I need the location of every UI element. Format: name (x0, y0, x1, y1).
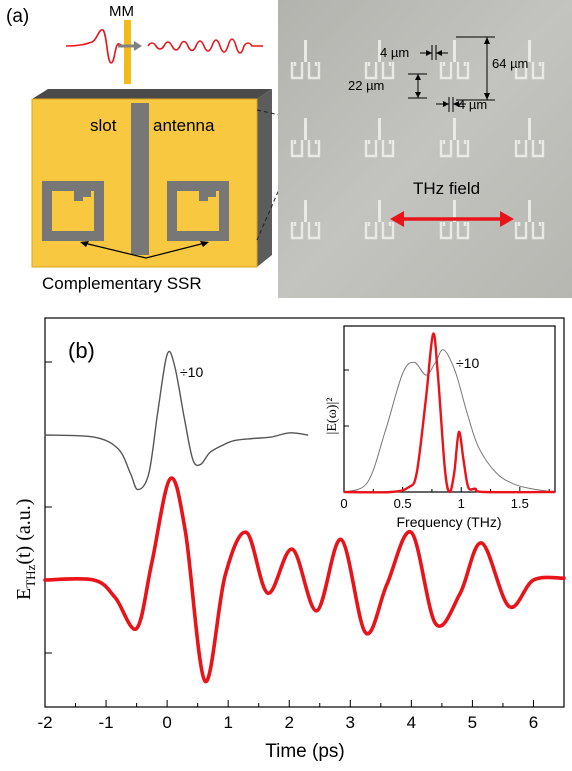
micrograph (278, 0, 572, 298)
inset-y-label: |E(ω)|² (325, 398, 340, 435)
inset-x-tick-label: 1 (458, 496, 465, 511)
main-series (43, 350, 566, 684)
panel-a-label: (a) (6, 6, 29, 27)
input-pulse (65, 29, 131, 64)
dim-width-bottom: 4 µm (458, 97, 487, 112)
panel-b-label: (b) (68, 338, 95, 363)
inset-x-label: Frequency (THz) (396, 514, 501, 530)
main-x-tick-label: 4 (407, 713, 416, 732)
mm-arrowhead (134, 41, 142, 51)
ssr-pointer-head-right (200, 241, 209, 247)
mm-label: MM (109, 3, 134, 20)
main-x-tick-label: 2 (285, 713, 294, 732)
thz-field-arrowhead-right (500, 211, 514, 227)
main-x-tick-label: 5 (468, 713, 477, 732)
ssr-left (42, 181, 104, 241)
main-x-ticks (44, 700, 534, 707)
block-top-face (32, 89, 272, 99)
ssr-caption: Complementary SSR (42, 274, 202, 293)
dim-height: 64 µm (492, 56, 528, 71)
slot-antenna (131, 103, 149, 255)
block-side-face (257, 89, 272, 267)
main-plot-frame (44, 317, 565, 708)
ssr-pointer-head-left (80, 241, 89, 247)
inset-scale-note: ÷10 (456, 355, 479, 371)
slot-label: slot (90, 116, 117, 135)
thz-field-label: THz field (413, 179, 480, 198)
dimension-arrowheads (415, 37, 490, 107)
inset-series (343, 332, 556, 494)
main-x-label: Time (ps) (265, 741, 345, 762)
main-scale-note: ÷10 (180, 364, 203, 380)
main-x-tick-label: 6 (529, 713, 538, 732)
output-pulse (147, 38, 263, 54)
main-x-tick-label: 0 (162, 713, 171, 732)
main-x-tick-label: -1 (98, 713, 113, 732)
main-y-label-sub: THz (23, 564, 38, 587)
main-series-line (43, 476, 566, 684)
main-series-line (44, 350, 309, 491)
inset-x-tick-labels: 0 0.5 1 1.5 (340, 496, 528, 511)
ssr-right (167, 181, 229, 241)
main-y-label: ETHz(t) (a.u.) (13, 499, 38, 600)
ssr-left-tab (82, 181, 91, 197)
inset-x-tick-label: 0.5 (394, 496, 412, 511)
ssr-right-tab (207, 181, 216, 197)
main-x-tick-labels: -2 -1 0 1 2 3 4 5 6 (37, 713, 538, 732)
main-x-tick-label: 1 (223, 713, 232, 732)
ssr-pointer-arrows (83, 242, 206, 259)
main-y-label-rest: (t) (a.u.) (13, 499, 35, 565)
inset-series-line (343, 349, 556, 493)
dim-width-top: 4 µm (380, 45, 409, 60)
main-y-ticks (45, 361, 52, 654)
inset-frame (343, 325, 556, 493)
svg-text:ETHz(t) (a.u.): ETHz(t) (a.u.) (13, 499, 38, 600)
main-x-tick-label: -2 (37, 713, 52, 732)
antenna-label: antenna (153, 116, 215, 135)
inset-x-tick-label: 1.5 (511, 496, 529, 511)
inset-x-tick-label: 0 (340, 496, 347, 511)
thz-field-arrowhead-left (390, 211, 404, 227)
main-y-label-main: E (13, 588, 35, 600)
inset-series-line (343, 332, 556, 494)
main-x-tick-label: 3 (346, 713, 355, 732)
dim-gap: 22 µm (348, 78, 384, 93)
mm-slab (124, 20, 131, 84)
